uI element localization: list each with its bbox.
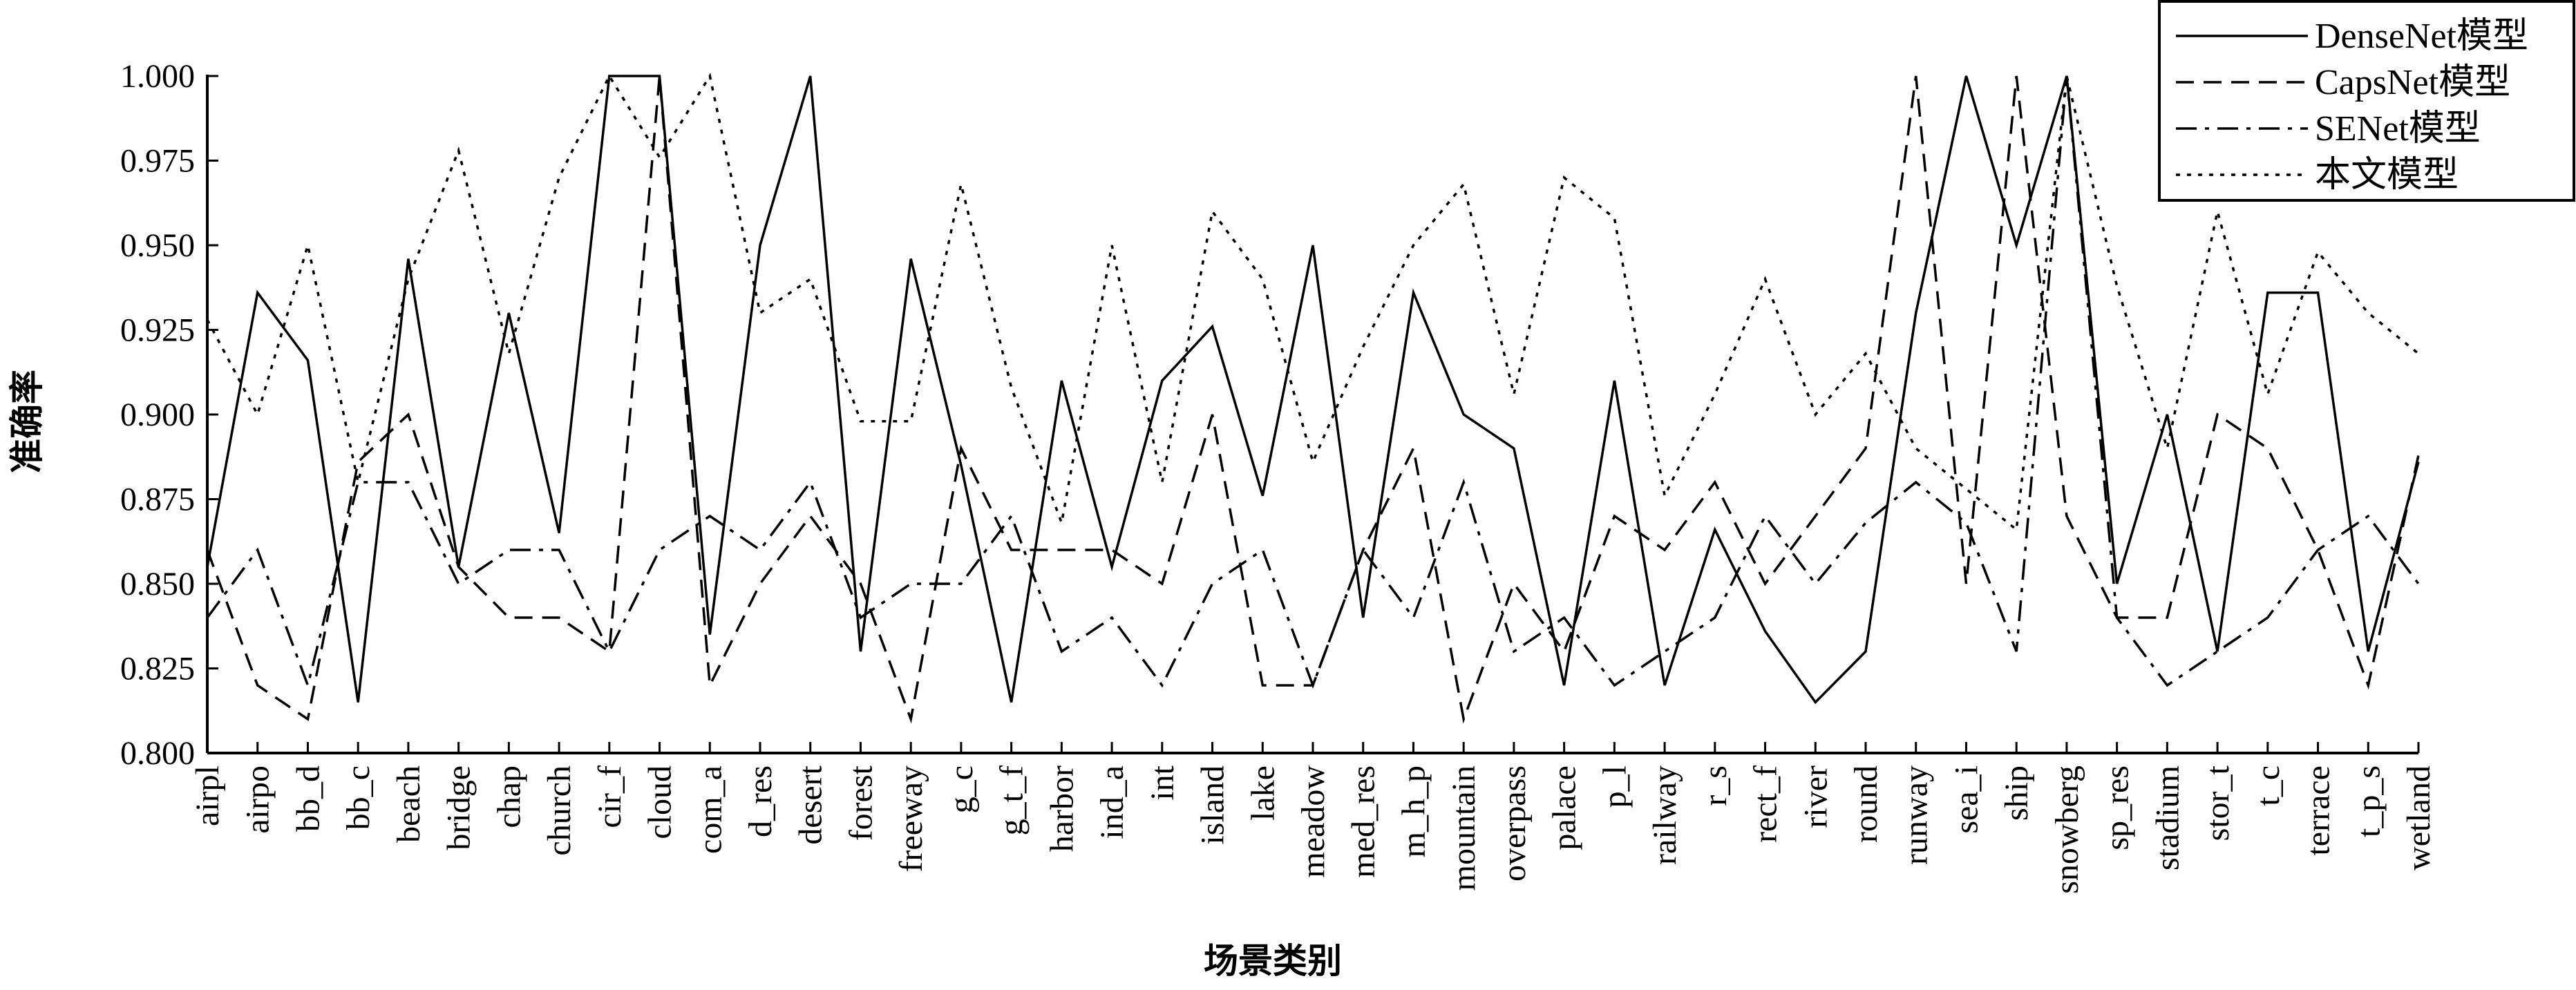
legend-label-1: CapsNet模型 — [2315, 63, 2510, 102]
x-tick-label: p_l — [1596, 765, 1633, 808]
x-tick-label: runway — [1898, 765, 1935, 865]
series-line-3 — [206, 73, 2420, 532]
y-tick-label: 1.000 — [120, 58, 195, 95]
x-tick-label: river — [1797, 765, 1834, 828]
y-tick-label: 0.875 — [120, 482, 195, 518]
x-tick-label: forest — [842, 765, 879, 841]
x-tick-label: r_s — [1697, 765, 1734, 806]
x-tick-label: chap — [491, 765, 527, 828]
series-line-1 — [206, 75, 2420, 724]
axes — [206, 75, 2420, 754]
x-tick-label: t_c — [2250, 765, 2286, 806]
series-line-0 — [206, 75, 2420, 705]
x-tick-label: airpo — [240, 765, 276, 834]
x-tick-label: bb_c — [340, 765, 377, 830]
x-tick-label: harbor — [1043, 765, 1080, 852]
x-tick-label: palace — [1546, 765, 1583, 850]
x-tick-label: sea_i — [1948, 765, 1985, 834]
y-tick-label: 0.850 — [120, 566, 195, 602]
x-tick-label: g_t_f — [994, 765, 1030, 835]
x-tick-label: mountain — [1446, 765, 1482, 891]
y-tick-label: 0.975 — [120, 143, 195, 180]
x-axis-title: 场景类别 — [1204, 941, 1342, 981]
x-tick-label: stadium — [2149, 765, 2186, 870]
x-tick-label: bridge — [441, 765, 477, 850]
x-tick-label: airpl — [189, 765, 226, 826]
x-tick-label: stor_t — [2199, 765, 2236, 841]
x-tick-labels: airpl airpo bb_d bb_c beach bridge chap church c… — [189, 765, 2437, 893]
x-tick-label: snowberg — [2049, 765, 2085, 894]
y-axis-title: 准确率 — [7, 370, 47, 473]
x-tick-label: ind_a — [1094, 765, 1130, 839]
x-tick-label: d_res — [742, 765, 779, 837]
x-tick-label: island — [1195, 765, 1231, 845]
y-tick-label: 0.925 — [120, 312, 195, 349]
x-tick-label: int — [1144, 765, 1181, 800]
legend-box — [2158, 0, 2575, 202]
legend-label-0: DenseNet模型 — [2315, 17, 2528, 56]
y-tick-label: 0.900 — [120, 397, 195, 433]
x-tick-label: cloud — [642, 765, 679, 839]
x-tick-label: round — [1848, 765, 1884, 843]
series-lines — [206, 73, 2420, 724]
legend-label-3: 本文模型 — [2315, 155, 2459, 195]
y-tick-label: 0.950 — [120, 227, 195, 264]
x-tick-label: church — [541, 765, 578, 856]
x-tick-label: freeway — [893, 765, 929, 873]
x-tick-label: desert — [793, 765, 829, 844]
x-tick-label: ship — [1998, 765, 2035, 821]
x-tick-label: beach — [390, 765, 427, 843]
x-tick-label: overpass — [1496, 765, 1533, 882]
y-tick-label: 0.825 — [120, 651, 195, 687]
x-tick-label: m_h_p — [1395, 765, 1432, 857]
x-tick-label: t_p_s — [2350, 765, 2387, 837]
x-tick-label: com_a — [692, 765, 728, 854]
x-tick-label: rect_f — [1748, 765, 1784, 843]
x-tick-label: meadow — [1295, 765, 1332, 878]
legend-label-2: SENet模型 — [2315, 109, 2481, 149]
x-tick-label: g_c — [943, 765, 980, 813]
x-tick-label: sp_res — [2099, 765, 2136, 850]
y-tick-labels: 0.800 0.825 0.850 0.875 0.900 0.925 0.950 0.975… — [120, 58, 195, 772]
x-tick-label: cir_f — [591, 765, 628, 828]
x-tick-label: bb_d — [290, 765, 326, 832]
x-tick-label: railway — [1647, 765, 1683, 865]
x-tick-label: wetland — [2400, 765, 2437, 870]
x-tick-label: med_res — [1345, 765, 1382, 878]
series-line-2 — [206, 75, 2420, 689]
y-tick-label: 0.800 — [120, 735, 195, 772]
x-tick-label: terrace — [2300, 765, 2337, 856]
x-tick-label: lake — [1244, 765, 1281, 821]
